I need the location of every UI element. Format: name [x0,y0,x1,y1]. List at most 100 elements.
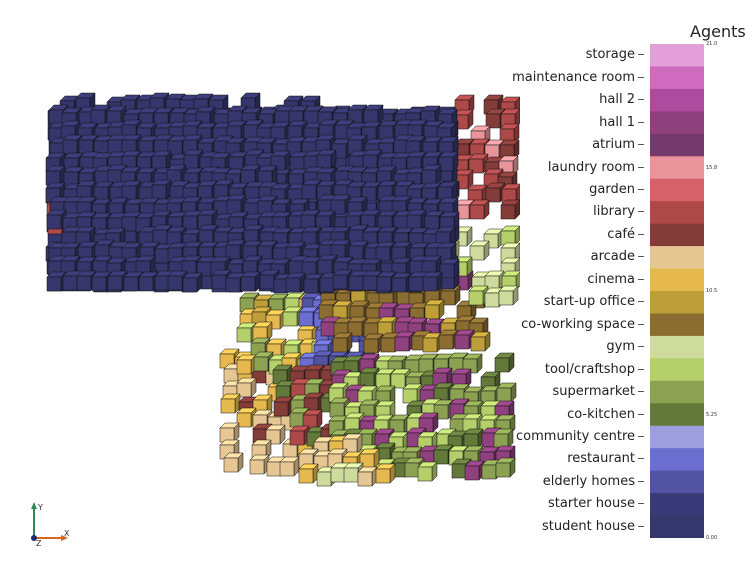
voxel-cube [500,225,520,246]
colorbar-tick-label: 10.5 [706,288,718,294]
voxel-cube [151,150,172,171]
legend-label: co-working space [521,317,644,333]
voxel-cube [166,164,187,185]
z-axis-dot [31,535,37,541]
legend-label: laundry room [548,160,644,176]
voxel-cube [289,425,310,446]
colorbar-swatch [650,44,704,67]
voxel-cube [421,164,442,185]
colorbar-swatch [650,470,704,494]
voxel-cube [347,134,368,155]
voxel-cube [406,209,427,230]
voxel-cube [279,456,300,477]
legend-label: atrium [592,137,644,153]
voxel-cube [285,272,306,293]
voxel-cube [363,333,384,354]
voxel-cube [240,271,261,292]
voxel-cube [226,194,247,215]
voxel-cube [418,412,439,433]
voxel-cube [359,448,380,469]
y-axis-arrowhead [31,502,37,509]
axes-orientation-triad: Y X Z [31,502,70,548]
y-axis-label: Y [37,503,43,512]
voxel-cube [439,258,460,279]
voxel-cube [257,165,278,186]
voxel-cube [391,241,412,262]
legend-labels: storage maintenance room hall 2 hall 1 atriu… [440,33,650,555]
voxel-cube [375,241,396,262]
voxel-cube [332,332,353,353]
voxel-cube [240,92,261,113]
voxel-cube [151,179,172,200]
voxel-cube [236,377,257,398]
colorbar-swatch [650,313,704,337]
legend-label: start-up office [544,294,644,310]
colorbar-tick-label: 15.8 [706,164,718,171]
voxel-cube [236,354,257,375]
voxel-cube [438,151,459,172]
voxel-cube [363,104,384,125]
voxel-cube [469,199,490,220]
voxel-cube [417,461,438,482]
colorbar-swatch [650,380,704,404]
voxel-cube [499,139,520,160]
voxel-cube [360,209,381,230]
voxel-cube [135,255,156,276]
voxel-cube [270,183,291,204]
voxel-cube [301,256,322,277]
legend-label: storage [586,47,644,63]
colorbar-swatch [650,88,704,112]
legend-label: tool/craftshop [545,362,644,378]
voxel-cube [422,271,443,292]
colorbar-swatch [650,133,704,157]
voxel-cube [298,463,319,484]
voxel-cube [342,433,363,454]
colorbar-swatch [650,246,704,270]
colorbar-swatch [650,178,704,202]
voxel-cube [302,409,323,430]
colorbar-swatch [650,201,704,225]
voxel-cube [219,422,240,443]
voxel-cube [494,352,515,373]
x-axis-arrowhead [61,535,68,541]
colorbar-swatch [650,268,704,292]
voxel-cube [225,239,246,260]
colorbar-swatch [650,66,704,90]
legend-label: starter house [548,496,644,512]
voxel-cube [317,254,338,275]
voxel-cube [252,321,273,342]
voxel-cube [470,331,491,352]
voxel-cube [469,240,490,261]
voxel-cube [223,452,244,473]
voxel-cube [121,180,142,201]
colorbar-swatch [650,403,704,427]
voxel-cube [495,457,516,478]
voxel-cube [45,165,66,186]
voxel-cube [265,424,286,445]
voxel-cube [391,272,412,293]
voxel-cube [282,306,303,327]
colorbar-swatch [650,111,704,135]
legend-label: co-kitchen [567,407,644,423]
voxel-cube [357,466,378,487]
colorbar-tick-label: 5.25 [706,411,718,418]
voxel-cube [375,463,396,484]
legend-label: community centre [516,429,644,445]
voxel-cube [500,242,520,263]
voxel-cube [197,209,218,230]
colorbar-swatch [650,515,704,538]
voxel-cube [496,382,517,403]
colorbar-tick-label: 0.00 [706,535,718,541]
colorbar-swatch [650,425,704,449]
legend-title: Agents [690,22,746,41]
voxel-cube [493,428,514,449]
legend-label: library [593,204,644,220]
legend-label: garden [589,182,644,198]
colorbar-swatch [650,493,704,517]
legend-label: restaurant [567,451,644,467]
voxel-cube [315,210,336,231]
colorbar-tick-label: 21.0 [706,41,718,47]
voxel-3d-view[interactable] [0,0,520,566]
voxel-cube [76,180,97,201]
voxel-cube [440,285,461,306]
